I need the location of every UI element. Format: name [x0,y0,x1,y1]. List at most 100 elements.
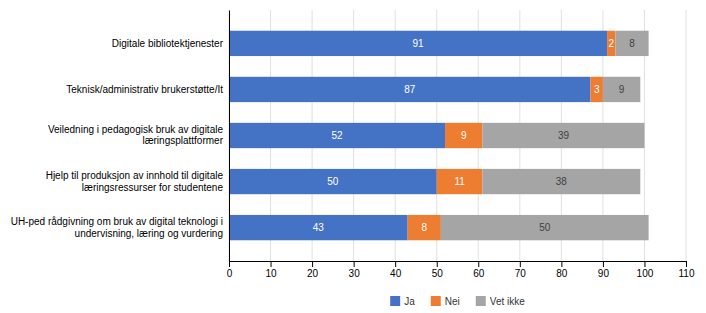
bar-segment [408,215,441,240]
x-tick-mark [603,261,604,267]
bar-segment [603,77,640,102]
legend-swatch [390,296,400,306]
x-tick-mark [686,261,687,267]
legend-label: Nei [445,296,460,307]
x-tick-mark [395,261,396,267]
data-label: 3 [594,84,600,95]
x-tick: 60 [473,261,485,279]
x-tick: 100 [637,261,654,279]
data-label: 8 [421,222,427,233]
grid-line [229,10,230,261]
x-tick-label: 10 [265,268,277,279]
x-tick-label: 90 [598,268,610,279]
y-axis: UH-ped rådgivning om bruk av digital tek… [11,11,230,262]
data-label: 43 [313,222,325,233]
x-tick: 10 [265,261,277,279]
y-tick-label-line: Teknisk/administrativ brukerstøtte/It [66,84,223,95]
bar-segment [607,31,615,56]
x-tick: 70 [515,261,527,279]
data-label: 91 [412,38,424,49]
y-tick-label-line: undervisning, læring og vurdering [75,228,223,239]
x-tick: 90 [598,261,610,279]
x-tick: 50 [432,261,444,279]
x-tick-mark [271,261,272,267]
x-tick-label: 60 [473,268,485,279]
x-tick-label: 30 [349,268,361,279]
x-tick-mark [478,261,479,267]
grid-line [686,10,687,261]
x-tick-label: 100 [637,268,654,279]
data-label: 50 [539,222,551,233]
data-label: 87 [404,84,416,95]
bar-segment [441,215,649,240]
legend-item: Ja [390,296,415,307]
x-tick-mark [437,261,438,267]
y-tick-label: Hjelp til produksjon av innhold til digi… [46,170,224,193]
bar-segment [229,77,590,102]
x-tick: 80 [556,261,568,279]
y-tick: Teknisk/administrativ brukerstøtte/It [66,84,229,95]
data-label: 52 [331,130,343,141]
bar-segment [229,169,437,194]
bar-segment [615,31,648,56]
data-label: 9 [461,130,467,141]
y-tick-label: UH-ped rådgivning om bruk av digital tek… [11,216,223,239]
bar-segment [482,169,640,194]
y-tick-label-line: Digitale bibliotektjenester [112,38,224,49]
x-tick-mark [520,261,521,267]
x-tick-label: 80 [556,268,568,279]
legend-swatch [431,296,441,306]
x-tick: 110 [679,261,695,279]
x-tick-mark [312,261,313,267]
legend-swatch [476,296,486,306]
x-tick: 40 [390,261,402,279]
y-tick: Hjelp til produksjon av innhold til digi… [46,170,229,193]
x-tick-label: 0 [227,268,233,279]
y-tick-label-line: Hjelp til produksjon av innhold til digi… [46,170,224,181]
y-tick-label: Teknisk/administrativ brukerstøtte/It [66,84,223,95]
x-tick-mark [644,261,645,267]
legend-item: Vet ikke [476,296,525,307]
bar-segment [437,169,483,194]
legend-label: Vet ikke [490,296,525,307]
data-label: 8 [629,38,635,49]
x-axis-line [230,262,687,268]
x-tick: 20 [307,261,319,279]
bar-segment [229,123,445,148]
grid [229,10,686,261]
x-tick-label: 70 [515,268,527,279]
data-label: 2 [608,38,614,49]
x-tick-label: 20 [307,268,319,279]
data-labels: 435052879181193250383998 [313,38,635,233]
y-tick-label: Veiledning i pedagogisk bruk av digitale… [48,124,224,147]
x-tick-label: 50 [432,268,444,279]
y-tick-label: Digitale bibliotektjenester [112,38,224,49]
y-tick-label-line: læringsressurser for studentene [82,182,224,193]
data-label: 38 [556,176,568,187]
x-tick-mark [229,261,230,267]
y-axis-line [229,11,230,262]
y-tick: Veiledning i pedagogisk bruk av digitale… [48,124,229,147]
legend-item: Nei [431,296,460,307]
x-tick: 30 [349,261,361,279]
bar-segment [445,123,482,148]
bar-segment [482,123,644,148]
legend-label: Ja [404,296,415,307]
y-tick: UH-ped rådgivning om bruk av digital tek… [11,216,229,239]
bar-segment [229,215,408,240]
x-tick-mark [354,261,355,267]
chart: 4350528791811932503839980102030405060708… [0,0,706,313]
data-label: 50 [327,176,339,187]
bar-segment [590,77,602,102]
legend: Ja Nei Vet ikke [390,296,525,307]
x-tick-label: 110 [679,268,695,279]
x-tick-label: 40 [390,268,402,279]
x-axis: 0 10 20 30 40 50 60 70 80 90 100 110 [227,261,695,279]
data-label: 11 [454,176,465,187]
bars [229,31,649,241]
y-tick-label-line: læringsplattformer [142,135,223,146]
y-tick: Digitale bibliotektjenester [112,38,229,49]
bar-segment [229,31,607,56]
y-tick-label-line: Veiledning i pedagogisk bruk av digitale [48,124,224,135]
x-tick: 0 [227,261,233,279]
